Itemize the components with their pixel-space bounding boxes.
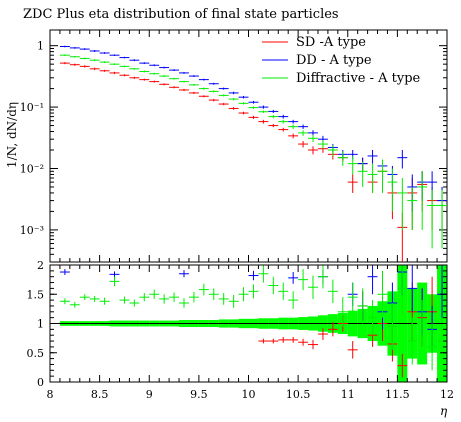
upper-series-2 <box>59 54 447 249</box>
legend-label-sd: SD -A type <box>296 35 366 50</box>
xtick-label: 11 <box>341 388 355 401</box>
legend-label-diffractive: Diffractive - A type <box>296 71 421 86</box>
legend: SD -A type DD - A type Diffractive - A t… <box>262 35 421 86</box>
xtick-label: 9.5 <box>190 388 208 401</box>
lower-x-axis: 8 8.5 9 9.5 10 10.5 11 11.5 12 <box>47 265 454 401</box>
lower-series-2 <box>59 265 447 371</box>
upper-plot-area: 1 10⁻¹ 10⁻² 10⁻³ <box>20 29 448 263</box>
upper-ytick-label: 10⁻³ <box>20 224 44 237</box>
upper-plot-frame <box>49 29 448 263</box>
lower-ytick-label: 1 <box>37 318 44 331</box>
lower-y-axis: 0 0.5 1 1.5 2 <box>27 259 447 389</box>
upper-x-ticks <box>49 30 448 262</box>
legend-label-dd: DD - A type <box>296 53 372 68</box>
upper-y-axis: 1 10⁻¹ 10⁻² 10⁻³ <box>20 40 447 263</box>
xtick-label: 8 <box>47 388 54 401</box>
x-axis-label: η <box>440 404 448 418</box>
xtick-label: 11.5 <box>385 388 410 401</box>
lower-ytick-label: 0.5 <box>27 347 45 360</box>
lower-ytick-label: 1.5 <box>27 288 45 301</box>
lower-series-group <box>59 265 447 378</box>
lower-ytick-label: 0 <box>37 376 44 389</box>
xtick-label: 12 <box>440 388 454 401</box>
lower-ytick-label: 2 <box>37 259 44 272</box>
chart-title: ZDC Plus eta distribution of final state… <box>23 7 339 22</box>
upper-ytick-label: 10⁻¹ <box>20 101 44 114</box>
xtick-label: 10.5 <box>286 388 311 401</box>
y-axis-label: 1/N, dN/dη <box>5 102 19 168</box>
upper-ytick-label: 1 <box>37 40 44 53</box>
upper-series-group <box>59 45 447 262</box>
upper-ytick-label: 10⁻² <box>20 162 44 175</box>
xtick-label: 9 <box>146 388 153 401</box>
xtick-label: 8.5 <box>91 388 109 401</box>
lower-plot-area: 00.511.52 8 8.5 9 9.5 10 10.5 11 11.5 12 <box>27 259 455 401</box>
upper-series-0 <box>59 62 447 262</box>
xtick-label: 10 <box>242 388 256 401</box>
